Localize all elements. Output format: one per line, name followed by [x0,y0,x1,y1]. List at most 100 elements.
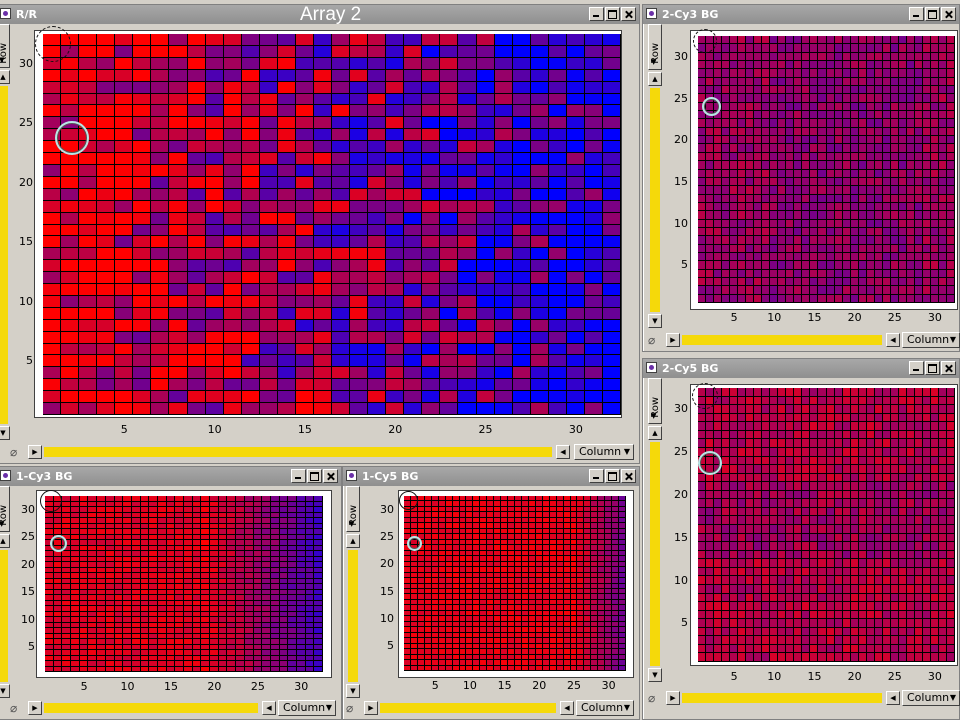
heatmap-cell[interactable] [314,639,323,645]
heatmap-cell[interactable] [786,286,795,295]
heatmap-cell[interactable] [386,200,405,213]
heatmap-cell[interactable] [97,403,116,415]
heatmap-cell[interactable] [556,561,564,568]
heatmap-cell[interactable] [556,528,564,535]
heatmap-cell[interactable] [786,610,795,620]
heatmap-cell[interactable] [452,583,460,589]
heatmap-cell[interactable] [570,616,578,622]
heatmap-cell[interactable] [227,655,237,661]
heatmap-cell[interactable] [79,600,89,606]
heatmap-cell[interactable] [223,200,242,213]
heatmap-cell[interactable] [192,666,202,672]
heatmap-cell[interactable] [169,319,188,332]
heatmap-cell[interactable] [169,391,188,404]
heatmap-cell[interactable] [227,639,237,645]
heatmap-cell[interactable] [563,583,571,589]
heatmap-cell[interactable] [898,473,907,483]
heatmap-cell[interactable] [350,34,369,46]
heatmap-cell[interactable] [598,523,606,529]
heatmap-cell[interactable] [515,506,522,513]
heatmap-cell[interactable] [818,77,827,87]
heatmap-cell[interactable] [548,295,567,308]
heatmap-cell[interactable] [770,236,779,245]
heatmap-cell[interactable] [528,616,536,622]
heatmap-cell[interactable] [88,540,98,546]
heatmap-cell[interactable] [602,343,621,356]
heatmap-cell[interactable] [938,227,947,237]
heatmap-cell[interactable] [175,501,184,507]
heatmap-cell[interactable] [786,102,795,112]
heatmap-cell[interactable] [458,295,477,308]
heatmap-cell[interactable] [706,567,715,577]
heatmap-cell[interactable] [786,144,795,153]
heatmap-cell[interactable] [71,551,80,557]
heatmap-cell[interactable] [722,465,731,474]
heatmap-cell[interactable] [404,176,423,189]
heatmap-cell[interactable] [810,388,819,397]
heatmap-cell[interactable] [227,518,237,524]
heatmap-cell[interactable] [501,610,509,617]
heatmap-cell[interactable] [762,482,771,491]
minimize-icon[interactable] [589,469,604,483]
heatmap-cell[interactable] [79,343,98,356]
heatmap-cell[interactable] [140,633,150,639]
heatmap-cell[interactable] [946,396,955,406]
heatmap-cell[interactable] [834,473,843,483]
heatmap-cell[interactable] [45,562,54,568]
heatmap-cell[interactable] [874,227,883,237]
heatmap-cell[interactable] [746,186,755,195]
heatmap-cell[interactable] [930,447,939,457]
heatmap-cell[interactable] [914,219,923,228]
heatmap-cell[interactable] [466,512,474,518]
heatmap-cell[interactable] [914,653,923,662]
heatmap-cell[interactable] [508,561,515,568]
heatmap-cell[interactable] [476,307,495,320]
heatmap-cell[interactable] [512,81,531,94]
heatmap-cell[interactable] [458,272,477,285]
heatmap-cell[interactable] [584,343,603,356]
heatmap-cell[interactable] [930,94,939,103]
heatmap-cell[interactable] [494,528,502,535]
heatmap-cell[interactable] [223,236,242,249]
heatmap-cell[interactable] [794,244,803,253]
heatmap-cell[interactable] [487,588,495,595]
heatmap-cell[interactable] [151,284,170,296]
heatmap-cell[interactable] [786,127,795,137]
heatmap-cell[interactable] [898,152,907,162]
heatmap-cell[interactable] [866,86,875,95]
heatmap-cell[interactable] [114,650,124,656]
heatmap-cell[interactable] [890,619,899,628]
heatmap-cell[interactable] [305,534,315,540]
heatmap-cell[interactable] [738,211,747,220]
heatmap-cell[interactable] [157,545,167,551]
heatmap-cell[interactable] [584,567,592,573]
heatmap-cell[interactable] [946,533,955,543]
heatmap-cell[interactable] [512,284,531,296]
heatmap-cell[interactable] [930,86,939,95]
heatmap-cell[interactable] [850,294,859,303]
heatmap-cell[interactable] [866,447,875,457]
heatmap-cell[interactable] [279,633,289,639]
heatmap-cell[interactable] [350,248,369,261]
heatmap-cell[interactable] [494,188,513,201]
heatmap-cell[interactable] [535,556,543,562]
heatmap-cell[interactable] [296,650,306,656]
heatmap-cell[interactable] [818,422,827,431]
heatmap-cell[interactable] [802,413,811,423]
heatmap-cell[interactable] [187,69,206,82]
heatmap-cell[interactable] [43,164,62,177]
heatmap-cell[interactable] [818,111,827,120]
heatmap-cell[interactable] [754,593,763,603]
heatmap-cell[interactable] [938,550,947,560]
heatmap-cell[interactable] [906,277,915,287]
heatmap-cell[interactable] [535,578,543,584]
heatmap-cell[interactable] [187,34,206,46]
heatmap-cell[interactable] [313,129,332,142]
heatmap-cell[interactable] [698,567,707,577]
heatmap-cell[interactable] [898,456,907,466]
heatmap-cell[interactable] [350,212,369,225]
heatmap-cell[interactable] [105,644,115,650]
heatmap-cell[interactable] [598,588,606,595]
heatmap-cell[interactable] [296,556,306,562]
heatmap-cell[interactable] [754,186,763,195]
